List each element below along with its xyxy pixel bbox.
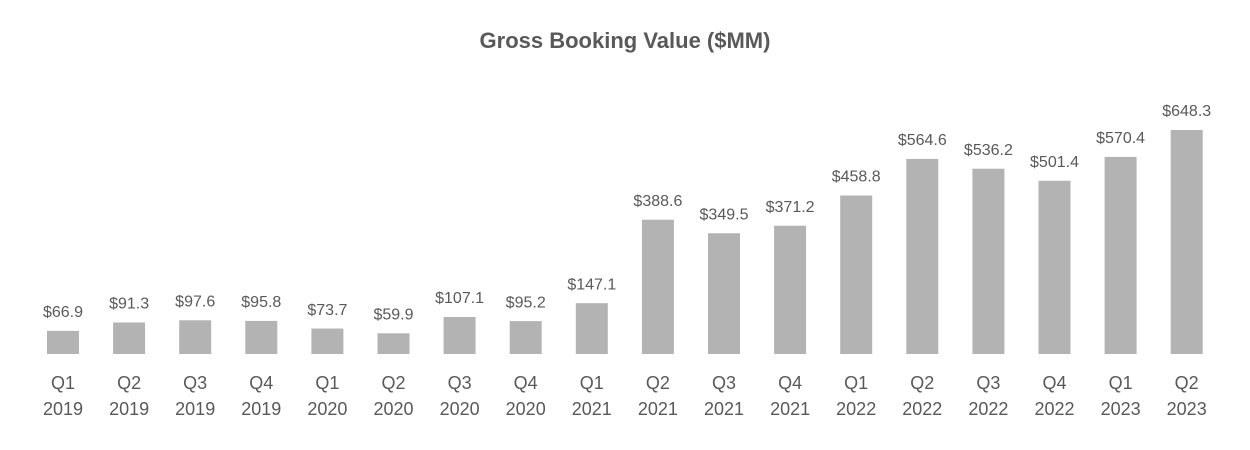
- value-label: $501.4: [1030, 154, 1079, 171]
- bar: [113, 322, 146, 354]
- value-label: $648.3: [1162, 103, 1211, 120]
- x-tick-label: Q4 2020: [505, 373, 546, 419]
- value-label: $349.5: [700, 206, 749, 223]
- value-label: $388.6: [633, 193, 682, 210]
- x-tick-label: Q3 2020: [439, 373, 480, 419]
- value-label: $73.7: [307, 302, 347, 319]
- x-tick-label: Q4 2022: [1034, 373, 1075, 419]
- x-tick-label: Q2 2021: [637, 373, 678, 419]
- bar: [1038, 180, 1071, 354]
- bar: [708, 233, 740, 354]
- value-label: $371.2: [766, 199, 815, 216]
- value-label: $458.8: [832, 169, 881, 186]
- x-tick-label: Q2 2020: [373, 373, 414, 419]
- value-label: $59.9: [373, 307, 413, 324]
- value-label: $536.2: [964, 142, 1013, 159]
- x-tick-label: Q2 2019: [109, 373, 150, 419]
- bar: [972, 168, 1005, 354]
- x-tick-label: Q1 2020: [307, 373, 348, 419]
- value-label: $91.3: [109, 296, 149, 313]
- x-tick-label: Q4 2021: [770, 373, 811, 419]
- bar: [1104, 156, 1137, 354]
- bar: [377, 333, 410, 354]
- value-label: $97.6: [175, 293, 215, 310]
- bar: [311, 328, 344, 354]
- x-tick-label: Q2 2023: [1166, 373, 1207, 419]
- value-label: $66.9: [43, 304, 83, 321]
- value-label: $95.2: [506, 294, 546, 311]
- x-tick-label: Q1 2019: [42, 373, 84, 419]
- x-tick-label: Q3 2022: [968, 373, 1009, 419]
- bar: [575, 303, 608, 354]
- bar: [641, 219, 674, 354]
- x-tick-label: Q1 2021: [571, 373, 612, 419]
- x-tick-label: Q1 2023: [1100, 373, 1141, 419]
- bar: [906, 158, 939, 354]
- value-label: $147.1: [567, 276, 616, 293]
- bar: [443, 316, 476, 354]
- bar: [509, 321, 542, 354]
- x-tick-label: Q1 2022: [836, 373, 877, 419]
- value-label: $95.8: [241, 294, 281, 311]
- bar: [179, 320, 212, 354]
- value-label: $107.1: [435, 290, 484, 307]
- bar: [245, 320, 278, 354]
- x-tick-label: Q2 2022: [902, 373, 943, 419]
- chart-title: Gross Booking Value ($MM): [480, 28, 771, 53]
- bar: [774, 225, 807, 354]
- bar: [47, 330, 79, 354]
- x-tick-label: Q3 2021: [703, 373, 745, 419]
- bar: [840, 195, 873, 354]
- value-label: $564.6: [898, 132, 947, 149]
- x-tick-label: Q4 2019: [241, 373, 282, 419]
- value-label: $570.4: [1096, 130, 1145, 147]
- bar: [1170, 130, 1203, 354]
- x-tick-label: Q3 2019: [175, 373, 216, 419]
